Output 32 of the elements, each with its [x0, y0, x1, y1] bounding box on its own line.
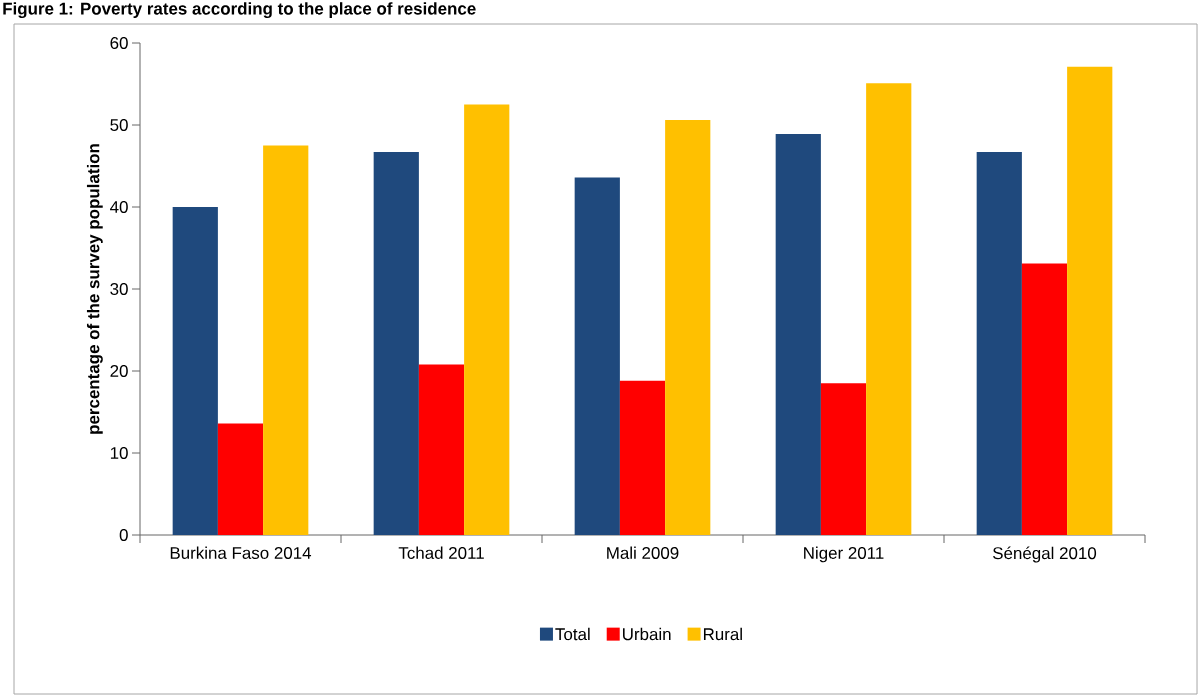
y-tick-label: 20 — [110, 365, 128, 378]
y-tick-label: 50 — [110, 119, 128, 132]
x-tick-label: Burkina Faso 2014 — [170, 546, 312, 559]
bar — [172, 207, 218, 536]
y-tick-label: 60 — [110, 37, 128, 49]
chart-title: Figure 1: Poverty rates according to the place of residence — [3, 2, 476, 19]
y-tick-label: 30 — [110, 283, 128, 296]
bar — [418, 364, 465, 536]
x-tick-label: Mali 2009 — [607, 546, 679, 559]
bar — [217, 423, 264, 536]
bar — [976, 152, 1022, 536]
bar — [866, 83, 912, 536]
bar — [665, 120, 711, 536]
y-tick-label: 10 — [110, 447, 128, 460]
bar — [464, 104, 510, 536]
x-tick-label: Sénégal 2010 — [993, 546, 1097, 563]
bar — [373, 152, 419, 536]
bar — [574, 177, 620, 536]
legend-label: Urbain — [623, 627, 671, 641]
bar — [820, 383, 867, 536]
x-tick-label: Niger 2011 — [804, 546, 884, 563]
bar — [775, 134, 821, 536]
bar — [263, 145, 309, 536]
y-tick-label: 0 — [119, 529, 128, 542]
legend-label: Rural — [703, 627, 742, 641]
bar — [1021, 263, 1068, 536]
x-tick-label: Tchad 2011 — [398, 546, 484, 559]
y-tick-label: 40 — [110, 201, 128, 214]
legend-label: Total — [555, 627, 590, 641]
bar — [619, 380, 666, 536]
bar — [1067, 66, 1113, 536]
y-axis-title: percentage of the survey population — [86, 144, 103, 434]
